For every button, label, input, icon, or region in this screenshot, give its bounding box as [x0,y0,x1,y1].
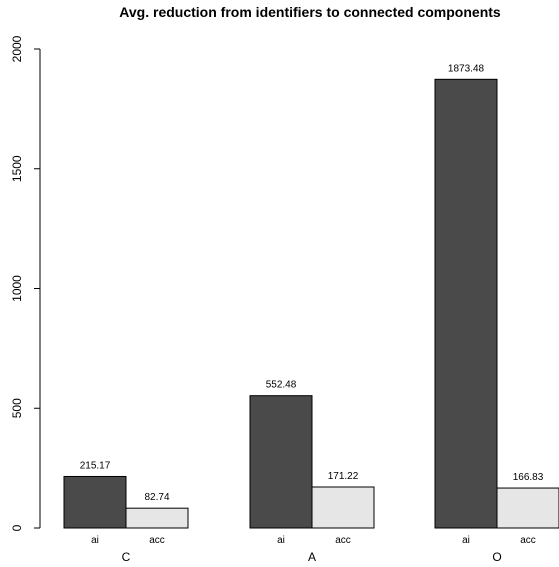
bar-value-label: 171.22 [328,471,359,482]
y-axis: 0 500 1000 1500 2000 [10,35,41,531]
bar-category-label: acc [335,535,351,546]
bar-A-ai [249,395,313,529]
y-tick-label: 1000 [10,275,24,302]
bar-C-acc [125,507,189,529]
y-tick-label: 1500 [10,155,24,182]
y-tick-label: 500 [10,398,24,418]
bar-category-label: ai [277,535,285,546]
bar-value-label: 1873.48 [448,63,485,74]
bar-value-label: 166.83 [513,472,544,483]
y-tick-label: 0 [10,524,24,531]
bar-C-ai [63,475,127,529]
bar-category-label: acc [520,535,536,546]
bar-value-label: 552.48 [266,380,297,391]
labels: 215.17 ai 82.74 acc C 552.48 ai 171.22 acc A 1873.… [80,63,544,564]
chart-title: Avg. reduction from identifiers to conne… [119,4,501,20]
bar-category-label: ai [91,535,99,546]
bar-A-acc [311,486,375,529]
group-label: O [492,550,501,564]
bar-O-acc [496,487,559,529]
bar-value-label: 82.74 [144,492,169,503]
group-label: C [122,550,131,564]
y-tick-label: 2000 [10,35,24,62]
bar-value-label: 215.17 [80,460,111,471]
bar-category-label: acc [149,535,165,546]
group-label: A [308,550,316,564]
bar-O-ai [434,78,498,529]
bar-category-label: ai [462,535,470,546]
bars [63,78,559,529]
